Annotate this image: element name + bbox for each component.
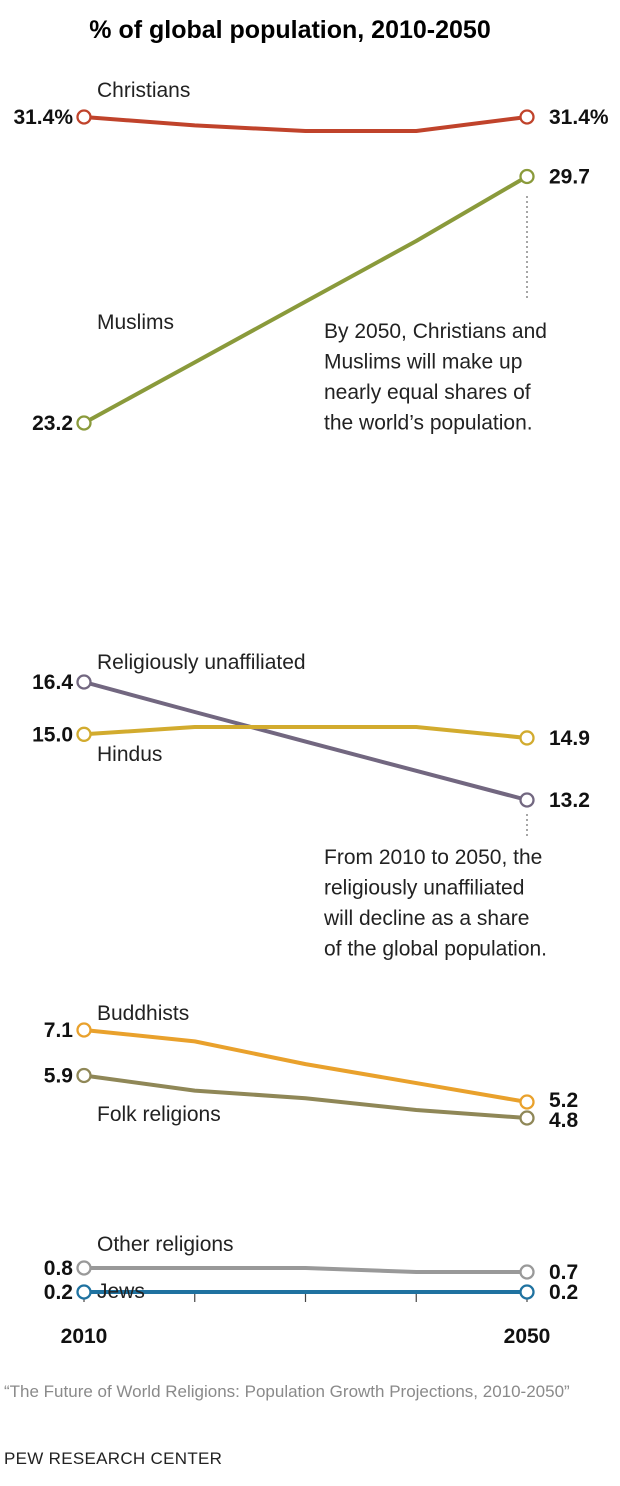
point-marker-muslims-end [519, 168, 535, 185]
point-marker-hindus-end [519, 730, 535, 746]
start-value-christians: 31.4% [13, 106, 73, 129]
point-marker-jews-start [76, 1284, 92, 1300]
start-value-folk-religions: 5.9 [44, 1064, 73, 1087]
annotation-religiously-unaffiliated: From 2010 to 2050, the religiously unaffi… [323, 846, 547, 961]
start-value-buddhists: 7.1 [44, 1019, 74, 1042]
series-line-folk-religions [82, 1073, 529, 1120]
series-name-muslims: Muslims [97, 311, 174, 334]
source-note: “The Future of World Religions: Populati… [4, 1382, 570, 1401]
x-tick-label: 2010 [61, 1325, 108, 1348]
point-marker-buddhists-end [519, 1094, 535, 1110]
point-marker-buddhists-start [76, 1022, 92, 1038]
series-line-hindus [82, 725, 529, 740]
point-marker-folk-religions-end [519, 1110, 535, 1126]
end-value-buddhists: 5.2 [549, 1089, 578, 1112]
point-marker-other-religions-end [519, 1264, 535, 1280]
end-value-religiously-unaffiliated: 13.2 [549, 789, 590, 812]
start-value-jews: 0.2 [44, 1281, 73, 1304]
end-value-christians: 31.4% [549, 106, 609, 129]
series-name-buddhists: Buddhists [97, 1002, 189, 1025]
series-line-buddhists [82, 1028, 529, 1104]
series-name-other-religions: Other religions [97, 1233, 234, 1256]
series-name-folk-religions: Folk religions [97, 1103, 221, 1126]
point-marker-religiously-unaffiliated-end [519, 792, 535, 808]
point-marker-jews-end [519, 1284, 535, 1300]
series-line-other-religions [82, 1266, 529, 1274]
end-value-other-religions: 0.7 [549, 1261, 578, 1284]
annotation-muslims: By 2050, Christians and Muslims will make… [324, 320, 547, 435]
labels: 2010 2050 Christians 31.4% 31.4% Muslims 23.2 2… [13, 79, 608, 1348]
end-value-hindus: 14.9 [549, 727, 590, 750]
series-name-hindus: Hindus [97, 743, 162, 766]
end-value-muslims: 29.7 [549, 166, 590, 189]
series-line-muslims [82, 174, 529, 425]
start-value-religiously-unaffiliated: 16.4 [32, 671, 73, 694]
credit-line: PEW RESEARCH CENTER [4, 1449, 223, 1468]
end-value-jews: 0.2 [549, 1281, 578, 1304]
x-tick-label: 2050 [504, 1325, 551, 1348]
point-marker-christians-start [76, 109, 92, 125]
point-marker-religiously-unaffiliated-start [76, 674, 92, 690]
series-name-jews: Jews [97, 1280, 145, 1303]
series-name-christians: Christians [97, 79, 190, 102]
series-lines [76, 109, 535, 1300]
start-value-other-religions: 0.8 [44, 1257, 74, 1280]
point-marker-other-religions-start [76, 1260, 92, 1276]
chart-title: % of global population, 2010-2050 [89, 16, 490, 44]
start-value-muslims: 23.2 [32, 412, 73, 435]
religion-share-chart: % of global population, 2010-2050 By 205… [13, 16, 608, 1348]
series-line-religiously-unaffiliated [82, 680, 529, 802]
point-marker-christians-end [519, 109, 535, 125]
series-line-christians [82, 115, 529, 133]
point-marker-hindus-start [76, 726, 92, 742]
end-value-folk-religions: 4.8 [549, 1109, 579, 1132]
annotations: By 2050, Christians and Muslims will make… [323, 196, 547, 961]
point-marker-folk-religions-start [76, 1067, 92, 1084]
point-marker-muslims-start [76, 415, 92, 431]
start-value-hindus: 15.0 [32, 723, 73, 746]
series-name-religiously-unaffiliated: Religiously unaffiliated [97, 651, 306, 674]
